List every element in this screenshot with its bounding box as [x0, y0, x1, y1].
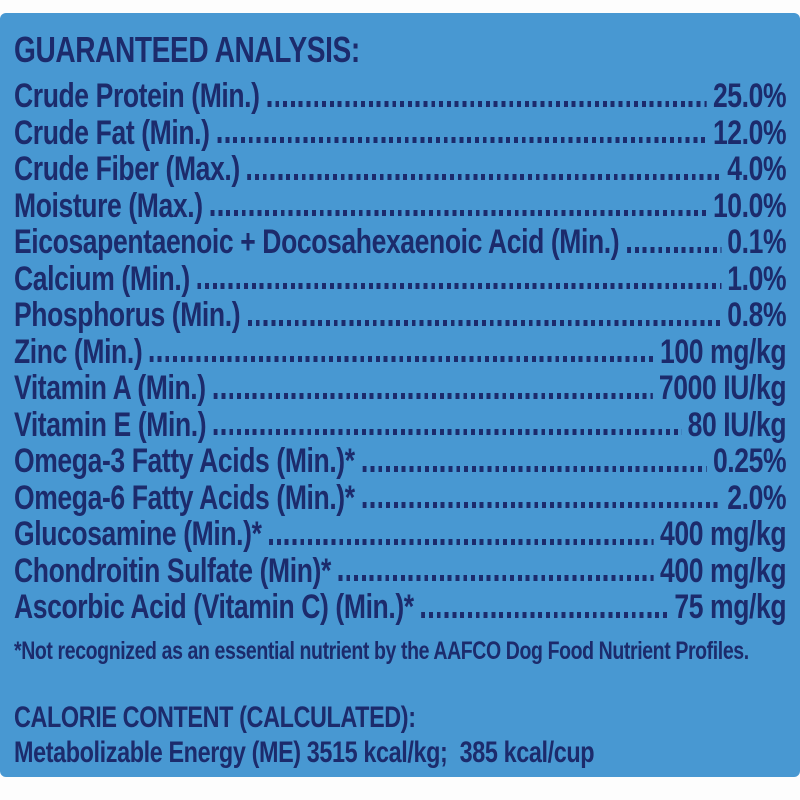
- calorie-content-section: CALORIE CONTENT (CALCULATED): Metaboliza…: [14, 700, 786, 772]
- analysis-row: Vitamin E (Min.) 80 IU/kg: [14, 405, 787, 444]
- analysis-row: Omega-3 Fatty Acids (Min.)* 0.25%: [14, 442, 787, 480]
- metabolizable-energy-line: Metabolizable Energy (ME) 3515 kcal/kg; …: [14, 735, 595, 769]
- analysis-row: Zinc (Min.) 100 mg/kg: [14, 332, 787, 371]
- leader-dots: [627, 246, 722, 253]
- analysis-row: Omega-6 Fatty Acids (Min.)* 2.0%: [14, 478, 787, 517]
- nutrient-label: Vitamin A (Min.): [14, 369, 206, 407]
- nutrient-label: Ascorbic Acid (Vitamin C) (Min.)*: [14, 588, 414, 626]
- leader-dots: [210, 210, 707, 216]
- nutrient-label: Glucosamine (Min.)*: [14, 515, 262, 553]
- nutrient-label: Moisture (Max.): [14, 186, 203, 225]
- analysis-row: Phosphorus (Min.) 0.8%: [14, 296, 787, 334]
- leader-dots: [213, 392, 653, 399]
- analysis-rows: Crude Protein (Min.) 25.0% Crude Fat (Min.…: [14, 77, 787, 626]
- leader-dots: [362, 465, 707, 472]
- panel-content: GUARANTEED ANALYSIS: Crude Protein (Min.…: [14, 29, 787, 772]
- calorie-content-heading: CALORIE CONTENT (CALCULATED):: [14, 700, 416, 734]
- nutrient-label: Crude Protein (Min.): [14, 77, 260, 115]
- nutrient-label: Crude Fat (Min.): [14, 113, 210, 152]
- analysis-row: Moisture (Max.) 10.0%: [14, 186, 787, 225]
- nutrient-value: 0.1%: [727, 223, 787, 261]
- nutrient-label: Eicosapentaenoic + Docosahexaenoic Acid …: [14, 223, 620, 261]
- nutrient-value: 7000 IU/kg: [658, 369, 787, 407]
- analysis-row: Crude Fiber (Max.) 4.0%: [14, 150, 787, 188]
- analysis-row: Crude Protein (Min.) 25.0%: [14, 77, 787, 115]
- nutrient-value: 10.0%: [712, 186, 787, 225]
- nutrient-label: Zinc (Min.): [14, 332, 143, 371]
- analysis-row: Vitamin A (Min.) 7000 IU/kg: [14, 369, 787, 407]
- leader-dots: [269, 538, 654, 545]
- panel-title: GUARANTEED ANALYSIS:: [14, 29, 360, 70]
- leader-dots: [197, 283, 722, 289]
- leader-dots: [421, 611, 669, 618]
- guaranteed-analysis-panel: GUARANTEED ANALYSIS: Crude Protein (Min.…: [0, 13, 800, 777]
- leader-dots: [267, 100, 707, 107]
- nutrient-label: Chondroitin Sulfate (Min)*: [14, 551, 331, 590]
- nutrient-value: 400 mg/kg: [659, 551, 787, 590]
- leader-dots: [338, 575, 654, 581]
- nutrient-value: 0.25%: [712, 442, 787, 480]
- nutrient-value: 25.0%: [712, 77, 787, 115]
- leader-dots: [362, 502, 722, 508]
- analysis-row: Crude Fat (Min.) 12.0%: [14, 113, 787, 152]
- aafco-footnote: *Not recognized as an essential nutrient…: [14, 636, 749, 665]
- analysis-row: Ascorbic Acid (Vitamin C) (Min.)* 75 mg/k…: [14, 588, 787, 626]
- nutrient-value: 400 mg/kg: [659, 515, 787, 553]
- nutrient-value: 2.0%: [727, 478, 787, 517]
- nutrient-value: 80 IU/kg: [687, 405, 787, 444]
- nutrient-value: 1.0%: [727, 259, 787, 298]
- analysis-row: Eicosapentaenoic + Docosahexaenoic Acid …: [14, 223, 787, 261]
- nutrient-value: 4.0%: [727, 150, 787, 188]
- nutrient-value: 12.0%: [712, 113, 787, 152]
- leader-dots: [247, 173, 722, 180]
- nutrient-value: 0.8%: [727, 296, 787, 334]
- nutrient-label: Calcium (Min.): [14, 259, 190, 298]
- leader-dots: [217, 137, 707, 143]
- nutrient-label: Omega-6 Fatty Acids (Min.)*: [14, 478, 355, 517]
- nutrient-value: 100 mg/kg: [659, 332, 787, 371]
- leader-dots: [247, 319, 722, 326]
- nutrient-label: Phosphorus (Min.): [14, 296, 241, 334]
- nutrient-label: Crude Fiber (Max.): [14, 150, 240, 188]
- analysis-row: Chondroitin Sulfate (Min)* 400 mg/kg: [14, 551, 787, 590]
- nutrient-value: 75 mg/kg: [674, 588, 787, 626]
- leader-dots: [213, 429, 682, 435]
- nutrient-label: Omega-3 Fatty Acids (Min.)*: [14, 442, 355, 480]
- analysis-row: Calcium (Min.) 1.0%: [14, 259, 787, 298]
- nutrient-label: Vitamin E (Min.): [14, 405, 207, 444]
- leader-dots: [150, 356, 654, 362]
- analysis-row: Glucosamine (Min.)* 400 mg/kg: [14, 515, 787, 553]
